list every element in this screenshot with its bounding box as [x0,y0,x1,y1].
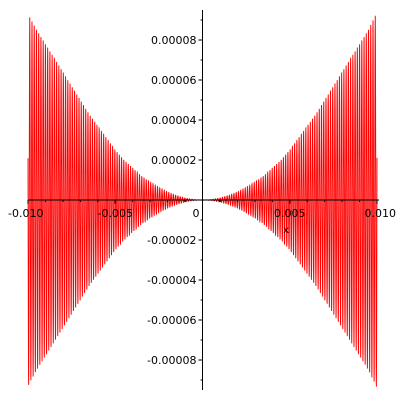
x-tick-label: 0.010 [365,207,397,220]
y-tick-label: -0.00004 [147,274,196,287]
y-tick-label: 0.00006 [151,74,197,87]
x-axis-label: x [283,225,289,236]
x-tick-label: -0.010 [8,207,43,220]
y-tick-label: 0.00008 [151,34,197,47]
y-tick-label: 0.00004 [151,114,197,127]
y-tick-label: -0.00006 [147,314,196,327]
x-tick-label: 0.005 [274,207,306,220]
y-tick-label: -0.00008 [147,354,196,367]
x-tick-label: 0 [193,207,200,220]
y-tick-label: 0.00002 [151,154,197,167]
axis-layer: 0.00008 0.00006 0.00004 0.00002 -0.00002 -0.0… [8,10,396,390]
y-tick-label: -0.00002 [147,234,196,247]
x-tick-label: -0.005 [98,207,133,220]
